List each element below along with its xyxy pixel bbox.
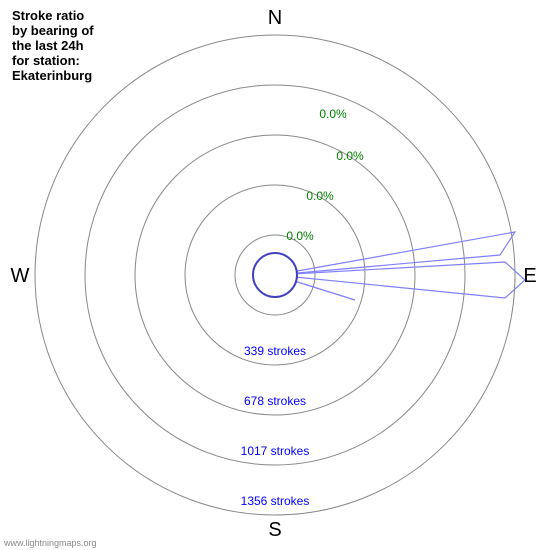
cardinal-label: S	[268, 519, 281, 541]
chart-title: Stroke ratioby bearing ofthe last 24hfor…	[12, 8, 94, 83]
cardinal-label: E	[523, 265, 536, 287]
title-line: Stroke ratio	[12, 8, 84, 23]
percent-labels: 0.0% 0.0% 0.0% 0.0%	[286, 107, 364, 243]
source-text: www.lightningmaps.org	[3, 538, 97, 548]
stroke-count-label: 1356 strokes	[241, 494, 310, 508]
stroke-count-label: 1017 strokes	[241, 444, 310, 458]
title-line: for station:	[12, 53, 80, 68]
title-line: by bearing of	[12, 23, 94, 38]
cardinal-label: W	[11, 265, 30, 287]
stroke-count-labels: 339 strokes 678 strokes 1017 strokes 1356 s…	[241, 344, 310, 508]
title-line: Ekaterinburg	[12, 68, 92, 83]
center-circle	[253, 253, 297, 297]
stroke-count-label: 339 strokes	[244, 344, 306, 358]
percent-label: 0.0%	[336, 149, 364, 163]
cardinal-label: N	[268, 7, 282, 29]
title-line: the last 24h	[12, 38, 84, 53]
percent-label: 0.0%	[286, 229, 314, 243]
percent-label: 0.0%	[319, 107, 347, 121]
rose-lobe	[275, 262, 525, 298]
stroke-count-label: 678 strokes	[244, 394, 306, 408]
percent-label: 0.0%	[306, 189, 334, 203]
polar-chart: 0.0% 0.0% 0.0% 0.0% 339 strokes 678 strokes 1…	[0, 0, 550, 550]
